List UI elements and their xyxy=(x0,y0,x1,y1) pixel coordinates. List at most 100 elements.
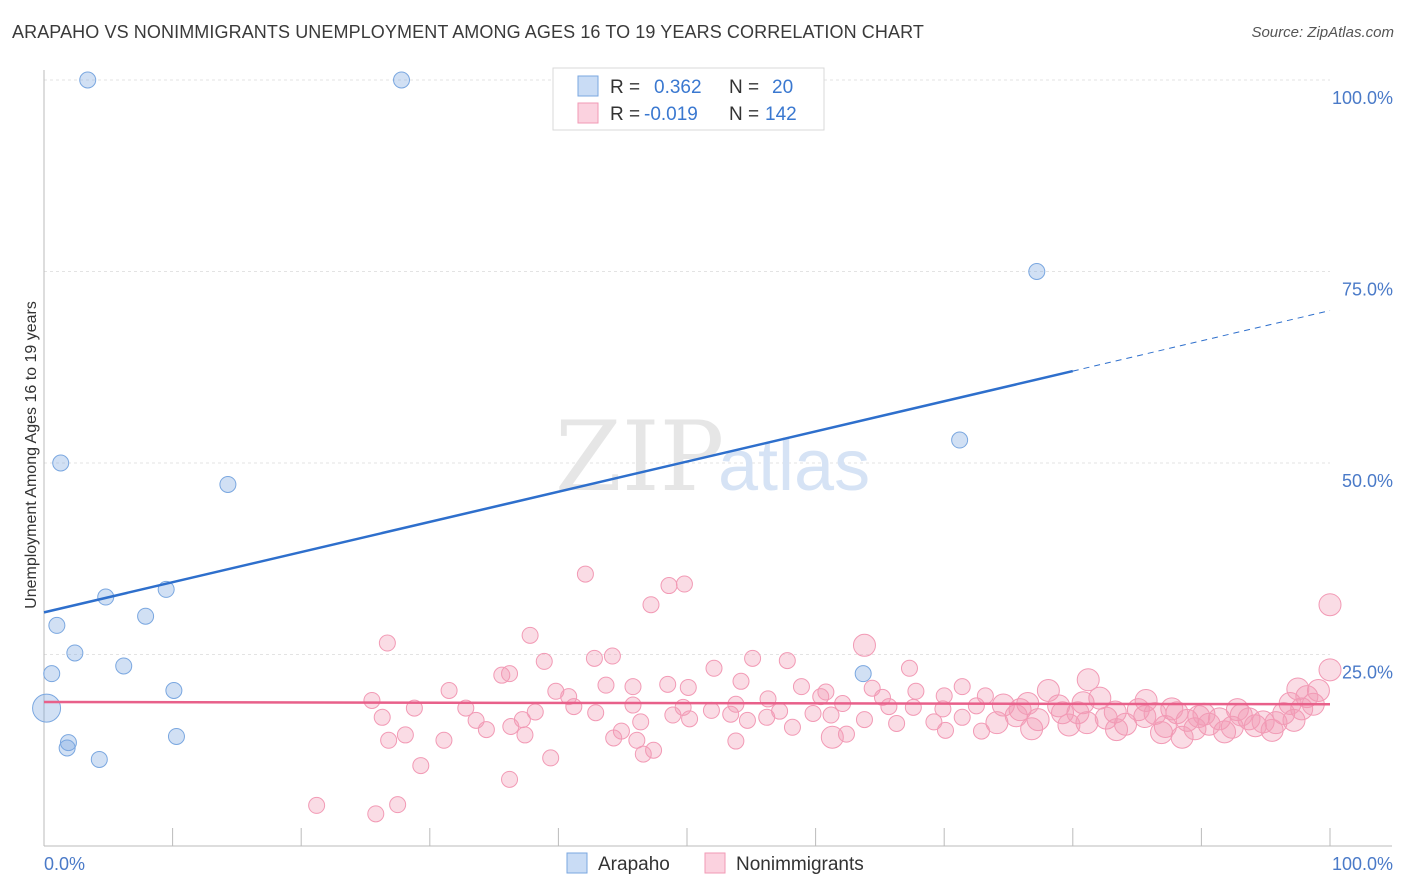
arapaho-points xyxy=(32,71,1046,768)
y-tick-label-1: 50.0% xyxy=(1342,471,1393,491)
nonimmigrants-point-101 xyxy=(1260,718,1284,742)
nonimmigrants-point-5 xyxy=(521,626,539,644)
nonimmigrants-point-121 xyxy=(560,688,578,706)
nonimmigrants-point-69 xyxy=(758,708,776,726)
nonimmigrants-point-137 xyxy=(1237,707,1261,731)
nonimmigrants-point-31 xyxy=(1286,677,1310,701)
arapaho-point-4 xyxy=(52,454,70,472)
nonimmigrants-point-17 xyxy=(679,678,697,696)
arapaho-point-17 xyxy=(58,739,76,757)
nonimmigrants-point-97 xyxy=(1105,718,1129,742)
nonimmigrants-point-89 xyxy=(477,721,495,739)
arapaho-n-label: N = xyxy=(729,77,759,98)
arapaho-point-8 xyxy=(137,607,155,625)
nonimmigrants-point-126 xyxy=(817,683,835,701)
trend-lines xyxy=(43,310,1331,706)
nonimmigrants-point-24 xyxy=(659,675,677,693)
nonimmigrants-point-108 xyxy=(1170,725,1194,749)
nonimmigrants-point-114 xyxy=(308,796,326,814)
nonimmigrants-point-78 xyxy=(1051,701,1075,725)
nonimmigrants-point-139 xyxy=(1295,685,1319,709)
stats-legend: R = 0.362 N = 20 R = -0.019 N = 142 xyxy=(552,67,825,131)
nonimmigrants-point-117 xyxy=(396,726,414,744)
nonimmigrants-point-6 xyxy=(378,634,396,652)
nonimmigrants-point-15 xyxy=(744,649,762,667)
nonimmigrants-point-127 xyxy=(863,679,881,697)
nonimmigrants-point-119 xyxy=(493,666,511,684)
nonimmigrants-point-115 xyxy=(367,805,385,823)
nonimmigrants-point-19 xyxy=(792,678,810,696)
nonimmigrants-point-85 xyxy=(1220,715,1244,739)
arapaho-legend-swatch xyxy=(577,75,599,97)
nonimmigrants-point-23 xyxy=(547,682,565,700)
nonimmigrants-point-129 xyxy=(953,678,971,696)
nonimmigrants-point-125 xyxy=(738,711,756,729)
nonimmigrants-point-13 xyxy=(900,659,918,677)
nonimmigrants-point-94 xyxy=(972,722,990,740)
nonimmigrants-point-37 xyxy=(457,699,475,717)
nonimmigrants-point-66 xyxy=(632,713,650,731)
x-tick-label-0: 0.0% xyxy=(44,854,85,874)
nonimmigrants-point-36 xyxy=(405,699,423,717)
nonimmigrants-r-label: R = xyxy=(610,104,640,125)
nonimmigrants-point-110 xyxy=(501,770,519,788)
nonimmigrants-point-73 xyxy=(925,713,943,731)
nonimmigrants-point-122 xyxy=(612,722,630,740)
arapaho-point-16 xyxy=(59,734,77,752)
nonimmigrants-point-67 xyxy=(681,710,699,728)
arapaho-point-2 xyxy=(1028,263,1046,280)
nonimmigrants-point-141 xyxy=(1225,698,1249,722)
arapaho-trend-extension xyxy=(1072,310,1331,372)
arapaho-n-value: 20 xyxy=(772,77,793,98)
nonimmigrants-point-79 xyxy=(1075,711,1099,735)
arapaho-point-9 xyxy=(48,616,66,634)
x-tick-label-1: 100.0% xyxy=(1332,854,1393,874)
nonimmigrants-point-43 xyxy=(804,704,822,722)
nonimmigrants-point-1 xyxy=(675,575,693,593)
arapaho-point-19 xyxy=(32,693,62,723)
nonimmigrants-trend-line xyxy=(43,700,1331,706)
nonimmigrants-point-22 xyxy=(440,682,458,700)
nonimmigrants-legend-swatch xyxy=(577,102,599,124)
nonimmigrants-n-label: N = xyxy=(729,104,759,125)
watermark-zip: ZIP xyxy=(555,401,724,513)
nonimmigrants-point-45 xyxy=(880,698,898,716)
axes xyxy=(43,70,1392,847)
nonimmigrants-point-91 xyxy=(783,718,801,736)
nonimmigrants-point-7 xyxy=(852,633,876,657)
nonimmigrants-point-11 xyxy=(705,659,723,677)
legend-label-nonimmigrants: Nonimmigrants xyxy=(736,854,864,875)
arapaho-r-value: 0.362 xyxy=(654,77,702,98)
nonimmigrants-point-103 xyxy=(516,726,534,744)
arapaho-point-11 xyxy=(115,657,133,675)
nonimmigrants-point-105 xyxy=(628,731,646,749)
nonimmigrants-point-92 xyxy=(837,725,855,743)
arapaho-point-15 xyxy=(167,727,185,745)
x-tick-labels: 0.0% 100.0% xyxy=(44,854,1393,874)
nonimmigrants-point-65 xyxy=(587,704,605,722)
chart-title: ARAPAHO VS NONIMMIGRANTS UNEMPLOYMENT AM… xyxy=(12,22,924,42)
nonimmigrants-point-93 xyxy=(936,721,954,739)
arapaho-trend-line xyxy=(43,369,1074,614)
nonimmigrants-point-106 xyxy=(727,732,745,750)
nonimmigrants-point-21 xyxy=(624,678,642,696)
nonimmigrants-point-39 xyxy=(624,696,642,714)
source-label: Source: ZipAtlas.com xyxy=(1251,24,1394,41)
nonimmigrants-point-0 xyxy=(576,565,594,583)
series-legend: Arapaho Nonimmigrants xyxy=(566,852,864,875)
nonimmigrants-point-98 xyxy=(1150,721,1174,745)
nonimmigrants-point-116 xyxy=(389,796,407,814)
arapaho-point-0 xyxy=(79,71,97,89)
nonimmigrants-point-95 xyxy=(1020,717,1044,741)
nonimmigrants-points xyxy=(308,565,1342,823)
nonimmigrants-point-135 xyxy=(1160,697,1184,721)
nonimmigrants-point-134 xyxy=(1126,698,1150,722)
nonimmigrants-point-30 xyxy=(1076,668,1100,692)
nonimmigrants-point-32 xyxy=(907,682,925,700)
arapaho-point-13 xyxy=(165,682,183,700)
nonimmigrants-point-113 xyxy=(645,741,663,759)
nonimmigrants-point-128 xyxy=(904,698,922,716)
y-tick-label-3: 100.0% xyxy=(1332,88,1393,108)
nonimmigrants-point-10 xyxy=(535,652,553,670)
nonimmigrants-point-140 xyxy=(1306,679,1330,703)
